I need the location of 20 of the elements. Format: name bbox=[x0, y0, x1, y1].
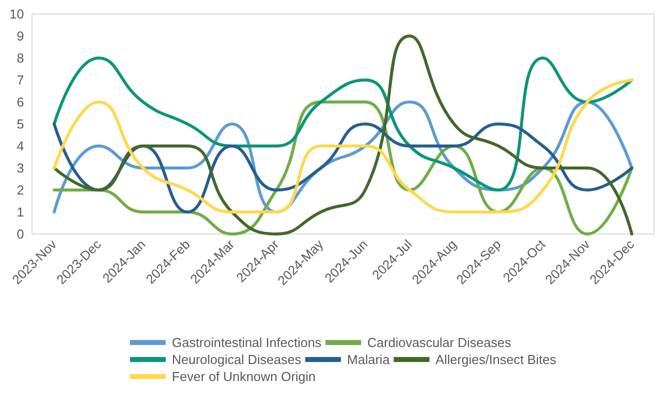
line-series bbox=[52, 56, 634, 192]
legend-label: Allergies/Insect Bites bbox=[436, 352, 557, 367]
y-tick-label: 0 bbox=[16, 226, 24, 242]
y-tick-label: 10 bbox=[10, 6, 24, 22]
legend-label: Cardiovascular Diseases bbox=[367, 335, 512, 350]
y-tick-label: 5 bbox=[16, 116, 24, 132]
y-tick-label: 9 bbox=[16, 28, 24, 44]
line-series bbox=[52, 34, 634, 236]
y-tick-label: 1 bbox=[16, 204, 24, 220]
y-tick-label: 8 bbox=[16, 50, 24, 66]
y-tick-label: 6 bbox=[16, 94, 24, 110]
line-series bbox=[52, 78, 634, 214]
y-tick-label: 4 bbox=[16, 138, 24, 154]
y-tick-label: 3 bbox=[16, 160, 24, 176]
y-tick-label: 2 bbox=[16, 182, 24, 198]
legend-label: Fever of Unknown Origin bbox=[172, 369, 316, 384]
legend-label: Neurological Diseases bbox=[172, 352, 302, 367]
legend-label: Malaria bbox=[347, 352, 390, 367]
y-tick-label: 7 bbox=[16, 72, 24, 88]
legend-label: Gastrointestinal Infections bbox=[172, 335, 322, 350]
